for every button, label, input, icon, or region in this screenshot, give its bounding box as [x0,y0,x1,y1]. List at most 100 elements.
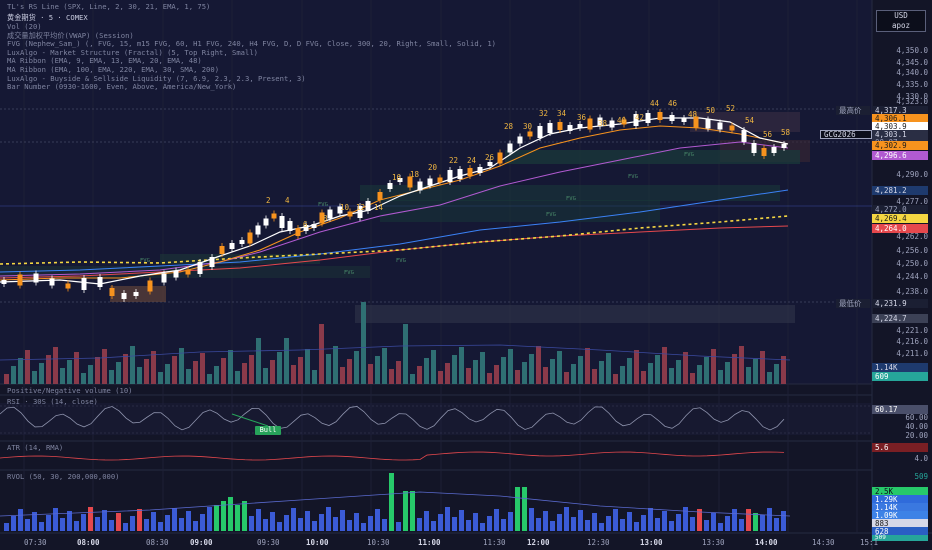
volume-bar [144,359,149,384]
volume-bar [179,348,184,384]
volume-bar [284,338,289,384]
candle-body [279,216,285,228]
indicator-ma-ribbon-1[interactable]: MA Ribbon (EMA, 9, EMA, 13, EMA, 20, EMA… [7,56,202,66]
price-tag-3: 4,303.1 [872,130,928,139]
rvol-bar [613,509,618,531]
rvol-title[interactable]: RVOL (50, 30, 200,000,000) [7,472,120,481]
rvol-bar [11,516,16,531]
volume-bar [753,359,758,384]
rvol-bar [760,515,765,531]
rvol-bar [459,510,464,531]
rvol-bar [417,518,422,531]
rvol-bar [270,512,275,531]
currency-selector[interactable]: USD apoz [876,10,926,32]
volume-bar [46,355,51,384]
rsi-tick-60: 60.00 [905,413,928,422]
atr-line [0,451,785,461]
rvol-bar [396,522,401,531]
indicator-vwap[interactable]: 成交量加权平均价(VWAP) (Session) [7,30,134,40]
indicator-bar-number[interactable]: Bar Number (0930-1600, Even, Above, Amer… [7,82,237,92]
candle-body [319,212,325,224]
low-price-tag: 4,231.9 [872,299,928,308]
volume-bar [242,363,247,384]
rvol-bar [564,507,569,531]
rvol-bar [172,508,177,531]
candle-body [271,213,277,219]
time-label: 12:00 [527,538,550,547]
high-price-tag: 4,317.3 [872,106,928,115]
rvol-bar [242,501,247,531]
indicator-market-structure[interactable]: LuxAlgo - Market Structure (Fractal) (5,… [7,47,258,57]
price-tick: 4,238.0 [896,287,928,296]
rvol-bar [214,505,219,531]
candle-body [109,288,115,296]
rvol-bar [774,518,779,531]
time-label: 14:00 [755,538,778,547]
rvol-bar [368,516,373,531]
candle-body [357,206,363,218]
ma-yellow-line [0,215,789,265]
volume-bar [361,302,366,384]
rsi-tick-40: 40.00 [905,422,928,431]
indicator-ma-ribbon-2[interactable]: MA Ribbon (EMA, 100, EMA, 220, EMA, 30, … [7,64,220,74]
indicator-vol[interactable]: Vol (20) [7,22,42,31]
volume-bar [207,374,212,384]
rvol-bar [669,521,674,531]
rvol-bar [116,513,121,531]
rvol-bar [697,509,702,531]
rvol-bar [158,522,163,531]
volume-bar [151,351,156,384]
rvol-bar [732,509,737,531]
price-tick: 4,221.0 [896,326,928,335]
rvol-bar [648,508,653,531]
rvol-bar [277,522,282,531]
rvol-bar [571,517,576,531]
rvol-bar [39,522,44,531]
rsi-title[interactable]: RSI · 30S (14, close) [7,397,98,406]
time-label: 13:00 [640,538,663,547]
price-tick: 4,350.0 [896,46,928,55]
volume-bar [193,361,198,384]
rvol-bar [46,515,51,531]
rsi-band [0,403,872,435]
rvol-bar [32,512,37,531]
pnv-title[interactable]: Positive/Negative volume (10) [7,386,133,395]
time-label: 08:30 [146,538,169,547]
rvol-bar [130,516,135,531]
indicator-liquidity[interactable]: LuxAlgo - Buyside & Sellside Liquidity (… [7,73,306,83]
volume-bar [711,349,716,384]
atr-title[interactable]: ATR (14, RMA) [7,443,64,452]
bar-number: 2 [266,196,271,205]
rvol-bar [592,513,597,531]
rvol-bar [333,517,338,531]
rvol-bar [431,521,436,531]
rvol-bar [298,518,303,531]
candle-body [669,115,675,121]
rvol-bar [781,511,786,531]
volume-bar [347,359,352,384]
time-label: 11:00 [418,538,441,547]
volume-bar [354,351,359,384]
volume-bar [340,367,345,384]
volume-bar [221,358,226,384]
volume-bar [564,372,569,384]
fvg-label: FVG [318,202,328,208]
rvol-bar [480,523,485,531]
rvol-bar [137,509,142,531]
bar-number: 12 [356,203,366,212]
candle-body [741,130,747,142]
indicator-fvg[interactable]: FVG (Nephew_Sam_) (, FVG, 15, m15 FVG, 6… [7,39,496,49]
price-tick: 4,290.0 [896,170,928,179]
rvol-bar [725,516,730,531]
bar-number: 54 [745,116,755,125]
volume-tag-2: 609 [872,372,928,381]
rs-line-title: TL's RS Line (SPX, Line, 2, 30, 21, EMA,… [7,2,211,11]
rvol-bar [221,501,226,531]
bar-number: 10 [340,203,350,212]
volume-bar [389,369,394,384]
fvg-zone-green [505,150,800,164]
candle-body [397,178,403,182]
price-tick: 4,262.0 [896,232,928,241]
